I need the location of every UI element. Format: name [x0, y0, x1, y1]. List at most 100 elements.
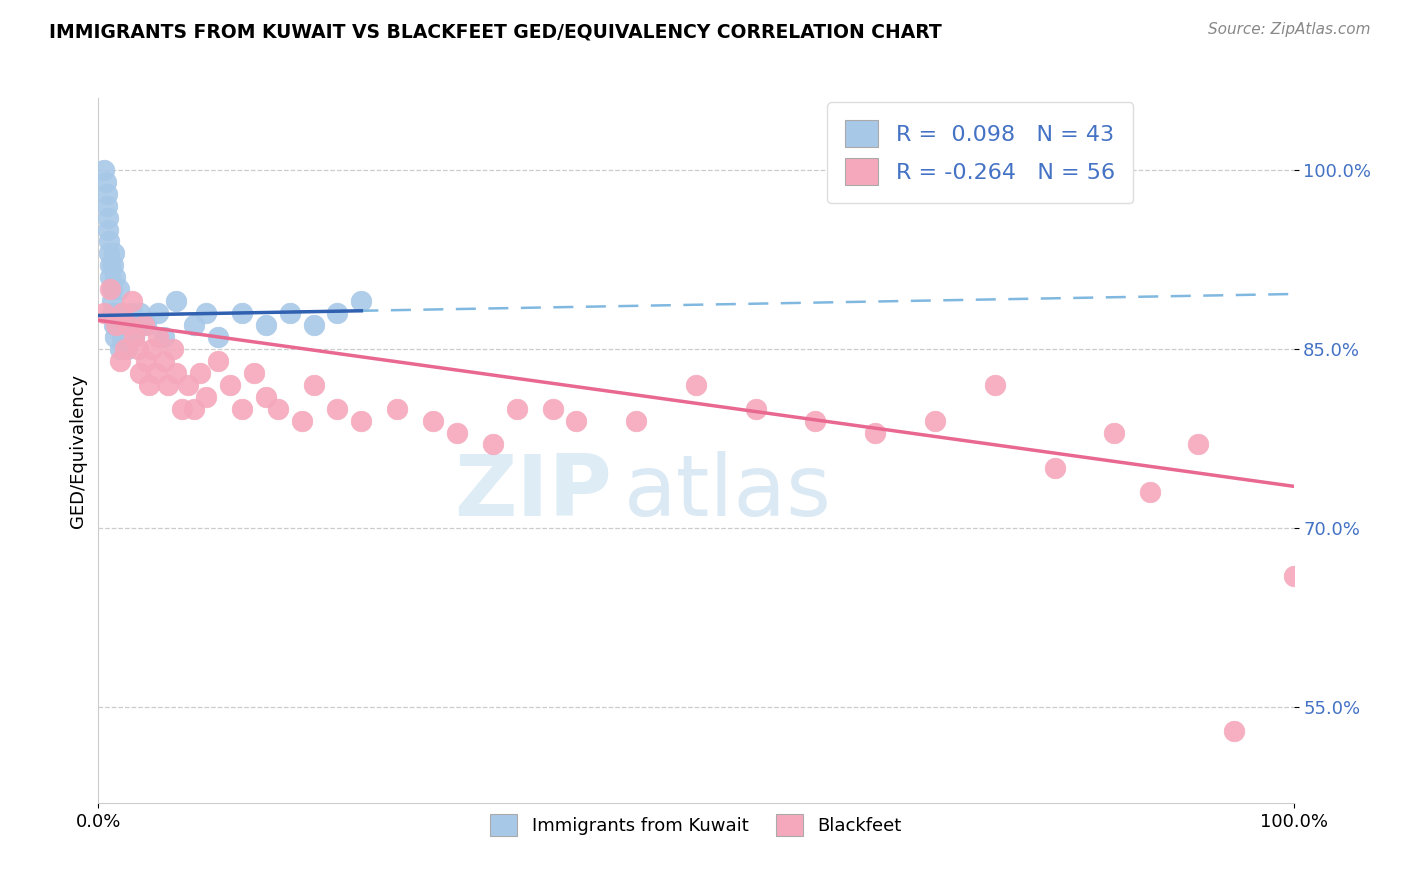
Point [111, 330, 134, 344]
Point [1223, 724, 1246, 739]
Point [98, 282, 122, 296]
Point [183, 401, 205, 416]
Point [93, 306, 115, 320]
Point [195, 390, 218, 404]
Point [127, 342, 149, 356]
Y-axis label: GED/Equivalency: GED/Equivalency [69, 374, 87, 527]
Point [165, 366, 187, 380]
Point [162, 342, 184, 356]
Point [207, 354, 229, 368]
Point [481, 437, 505, 451]
Point [219, 377, 242, 392]
Point [114, 318, 136, 332]
Point [326, 306, 349, 320]
Point [124, 330, 146, 344]
Point [541, 401, 564, 416]
Point [156, 377, 179, 392]
Point [132, 318, 155, 332]
Point [108, 354, 131, 368]
Point [145, 366, 167, 380]
Point [121, 294, 143, 309]
Point [100, 294, 122, 309]
Point [108, 342, 131, 356]
Point [231, 306, 253, 320]
Point [105, 306, 128, 320]
Point [100, 306, 122, 320]
Point [117, 318, 139, 332]
Point [183, 318, 205, 332]
Point [278, 306, 301, 320]
Point [121, 306, 143, 320]
Text: atlas: atlas [624, 451, 832, 534]
Point [243, 366, 266, 380]
Point [177, 377, 200, 392]
Point [111, 306, 134, 320]
Point [385, 401, 409, 416]
Point [326, 401, 349, 416]
Point [804, 414, 827, 428]
Point [148, 306, 170, 320]
Point [267, 401, 290, 416]
Point [110, 306, 132, 320]
Point [104, 270, 127, 285]
Point [129, 306, 152, 320]
Point [865, 425, 887, 440]
Point [231, 401, 253, 416]
Point [114, 342, 136, 356]
Point [254, 390, 277, 404]
Point [97, 222, 120, 236]
Point [148, 330, 170, 344]
Point [94, 175, 117, 189]
Point [172, 401, 194, 416]
Point [350, 294, 373, 309]
Point [98, 246, 121, 260]
Point [165, 294, 187, 309]
Point [924, 414, 946, 428]
Point [101, 258, 124, 272]
Point [1104, 425, 1126, 440]
Point [103, 246, 125, 260]
Point [100, 282, 122, 296]
Point [96, 199, 118, 213]
Point [188, 366, 211, 380]
Point [626, 414, 648, 428]
Text: IMMIGRANTS FROM KUWAIT VS BLACKFEET GED/EQUIVALENCY CORRELATION CHART: IMMIGRANTS FROM KUWAIT VS BLACKFEET GED/… [49, 22, 942, 41]
Point [135, 354, 157, 368]
Point [254, 318, 277, 332]
Point [98, 235, 121, 249]
Legend: Immigrants from Kuwait, Blackfeet: Immigrants from Kuwait, Blackfeet [484, 806, 908, 843]
Point [422, 414, 444, 428]
Point [93, 162, 115, 177]
Point [107, 282, 129, 296]
Point [1282, 569, 1305, 583]
Text: Source: ZipAtlas.com: Source: ZipAtlas.com [1208, 22, 1371, 37]
Point [1043, 461, 1066, 475]
Point [103, 318, 125, 332]
Point [302, 377, 325, 392]
Point [124, 330, 146, 344]
Point [141, 342, 163, 356]
Point [291, 414, 314, 428]
Point [104, 330, 127, 344]
Point [350, 414, 373, 428]
Point [105, 318, 128, 332]
Point [101, 306, 124, 320]
Point [97, 211, 120, 225]
Point [98, 258, 122, 272]
Point [506, 401, 529, 416]
Point [153, 354, 176, 368]
Point [1187, 437, 1209, 451]
Point [207, 330, 229, 344]
Point [153, 330, 176, 344]
Point [115, 342, 138, 356]
Point [446, 425, 468, 440]
Point [302, 318, 325, 332]
Point [129, 366, 152, 380]
Point [107, 318, 129, 332]
Point [565, 414, 588, 428]
Text: ZIP: ZIP [454, 451, 613, 534]
Point [96, 186, 118, 201]
Point [984, 377, 1007, 392]
Point [195, 306, 218, 320]
Point [98, 270, 122, 285]
